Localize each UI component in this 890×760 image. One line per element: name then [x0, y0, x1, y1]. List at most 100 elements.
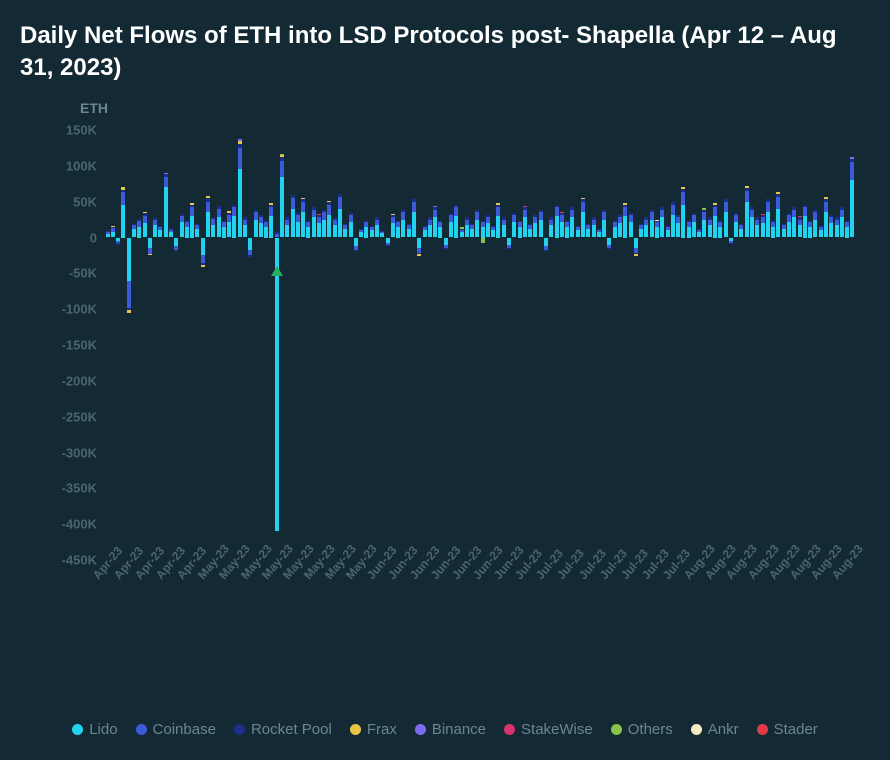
- bar-seg: [301, 199, 305, 202]
- bar-seg: [232, 216, 236, 238]
- legend-dot-icon: [136, 724, 147, 735]
- bar-seg: [687, 222, 691, 226]
- bar-seg: [380, 233, 384, 237]
- bar-seg: [158, 226, 162, 227]
- legend-dot-icon: [504, 724, 515, 735]
- bar-seg: [512, 215, 516, 221]
- bar-seg: [401, 220, 405, 238]
- chart-container: Daily Net Flows of ETH into LSD Protocol…: [0, 0, 890, 760]
- bar-seg: [438, 227, 442, 238]
- bar-group: [533, 130, 537, 560]
- y-tick: -450K: [62, 553, 97, 568]
- bar-group: [750, 130, 754, 560]
- legend-item[interactable]: Ankr: [691, 721, 739, 738]
- legend-item[interactable]: Coinbase: [136, 721, 216, 738]
- legend-item[interactable]: Rocket Pool: [234, 721, 332, 738]
- bar-seg: [375, 220, 379, 225]
- bar-seg: [317, 215, 321, 217]
- bar-seg: [581, 199, 585, 202]
- legend-item[interactable]: Stader: [757, 721, 818, 738]
- bar-group: [761, 130, 765, 560]
- bar-seg: [745, 202, 749, 238]
- bar-seg: [243, 220, 247, 225]
- bar-group: [291, 130, 295, 560]
- bar-group: [650, 130, 654, 560]
- bar-group: [718, 130, 722, 560]
- bar-group: [592, 130, 596, 560]
- bar-group: [618, 130, 622, 560]
- bar-seg: [232, 205, 236, 208]
- bar-seg: [613, 221, 617, 223]
- bar-seg: [581, 212, 585, 237]
- bar-seg: [364, 227, 368, 238]
- bar-seg: [639, 229, 643, 238]
- bar-group: [512, 130, 516, 560]
- bar-group: [687, 130, 691, 560]
- bar-seg: [840, 217, 844, 237]
- bar-seg: [518, 221, 522, 223]
- bar-seg: [222, 227, 226, 238]
- bar-seg: [724, 212, 728, 237]
- bar-seg: [702, 220, 706, 238]
- bar-seg: [169, 230, 173, 232]
- bar-group: [185, 130, 189, 560]
- bar-seg: [164, 173, 168, 174]
- bar-seg: [618, 223, 622, 237]
- bar-group: [629, 130, 633, 560]
- legend-item[interactable]: Others: [611, 721, 673, 738]
- bar-seg: [576, 226, 580, 227]
- bar-seg: [349, 213, 353, 215]
- bar-seg: [428, 217, 432, 219]
- legend-item[interactable]: Binance: [415, 721, 486, 738]
- bar-group: [238, 130, 242, 560]
- bar-seg: [496, 205, 500, 208]
- bar-group: [327, 130, 331, 560]
- bar-seg: [750, 210, 754, 218]
- legend-item[interactable]: StakeWise: [504, 721, 593, 738]
- bar-seg: [164, 174, 168, 176]
- bar-seg: [354, 250, 358, 251]
- bar-seg: [106, 232, 110, 234]
- legend-item[interactable]: Frax: [350, 721, 397, 738]
- y-tick: -350K: [62, 481, 97, 496]
- bar-group: [655, 130, 659, 560]
- bar-seg: [211, 219, 215, 225]
- bar-seg: [798, 217, 802, 219]
- bar-seg: [280, 154, 284, 155]
- bar-seg: [623, 203, 627, 205]
- bar-seg: [322, 212, 326, 219]
- bar-seg: [724, 199, 728, 202]
- bar-seg: [143, 213, 147, 216]
- bar-seg: [718, 221, 722, 223]
- bar-seg: [264, 221, 268, 223]
- bar-group: [565, 130, 569, 560]
- bar-group: [607, 130, 611, 560]
- bar-seg: [111, 228, 115, 232]
- bar-seg: [819, 227, 823, 230]
- bar-seg: [850, 162, 854, 180]
- y-tick: -150K: [62, 338, 97, 353]
- bar-seg: [148, 238, 152, 249]
- legend-item[interactable]: Lido: [72, 721, 117, 738]
- bar-seg: [195, 225, 199, 229]
- bar-seg: [132, 225, 136, 229]
- bar-seg: [481, 221, 485, 223]
- bar-group: [602, 130, 606, 560]
- bar-seg: [528, 229, 532, 238]
- bar-group: [153, 130, 157, 560]
- bar-seg: [407, 224, 411, 225]
- bar-seg: [623, 207, 627, 216]
- bar-seg: [317, 217, 321, 223]
- bar-group: [137, 130, 141, 560]
- bar-seg: [697, 232, 701, 238]
- bar-seg: [729, 243, 733, 244]
- bar-seg: [555, 216, 559, 238]
- bar-seg: [227, 215, 231, 221]
- bar-group: [507, 130, 511, 560]
- bar-group: [613, 130, 617, 560]
- bar-seg: [185, 222, 189, 226]
- bar-seg: [269, 207, 273, 216]
- bar-seg: [248, 255, 252, 256]
- bar-group: [819, 130, 823, 560]
- bar-group: [222, 130, 226, 560]
